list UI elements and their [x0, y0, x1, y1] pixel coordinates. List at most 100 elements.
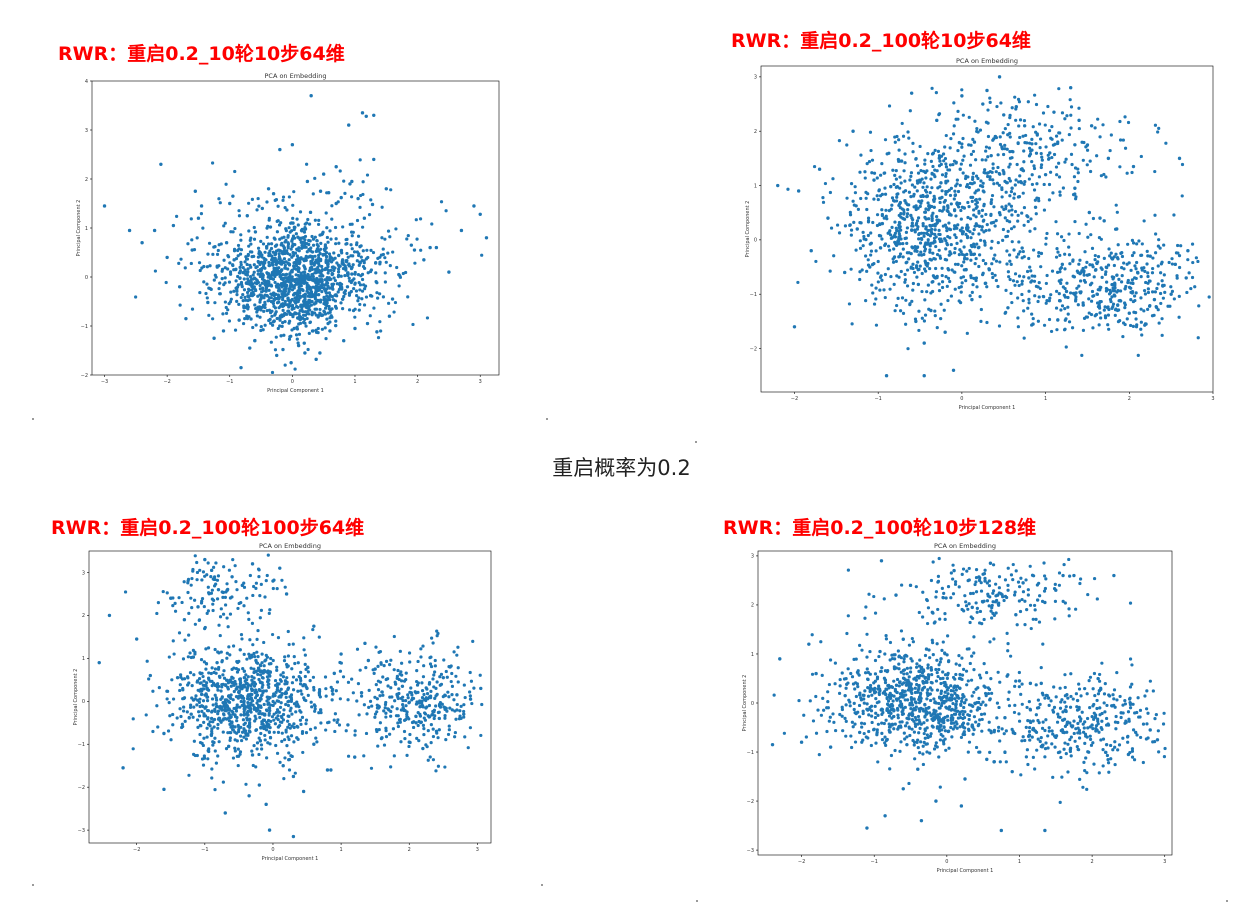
data-point [347, 123, 351, 127]
data-point [409, 243, 414, 247]
x-axis-label: Principal Component 1 [267, 388, 324, 394]
stray-mark [1226, 900, 1228, 902]
x-tick-label: 0 [945, 859, 948, 865]
data-point [318, 351, 322, 355]
data-point [1010, 769, 1014, 774]
data-point [231, 194, 235, 198]
y-tick-label: −3 [78, 828, 85, 834]
data-point [1033, 205, 1038, 209]
data-point [312, 742, 316, 746]
data-point [279, 334, 283, 338]
data-point [362, 216, 367, 220]
data-point [387, 314, 392, 318]
y-tick-label: −2 [78, 785, 85, 791]
data-point [318, 708, 323, 712]
x-tick-label: −2 [163, 379, 170, 385]
y-tick-label: −2 [81, 373, 88, 379]
data-point [939, 181, 943, 185]
y-tick-label: 3 [82, 570, 85, 576]
data-point [922, 374, 926, 378]
data-point [963, 777, 967, 781]
data-point [209, 568, 214, 573]
points-group [102, 94, 489, 370]
data-point [278, 147, 282, 152]
data-point [305, 179, 310, 184]
data-point [237, 318, 241, 322]
data-point [400, 684, 405, 688]
data-point [248, 346, 252, 350]
data-point [281, 347, 285, 352]
data-point [1106, 156, 1111, 161]
data-point [807, 642, 811, 646]
x-tick-label: −2 [798, 859, 805, 865]
data-point [792, 325, 797, 329]
data-point [932, 205, 936, 209]
data-point [909, 91, 914, 95]
data-point [865, 826, 869, 830]
point-cloud [772, 556, 1167, 804]
x-tick-label: 0 [960, 396, 963, 402]
data-point [1043, 172, 1048, 177]
y-tick-label: −1 [78, 742, 85, 748]
y-tick-label: 0 [82, 699, 85, 705]
y-tick-label: 1 [82, 656, 85, 662]
data-point [325, 768, 330, 772]
x-tick-label: 0 [271, 847, 274, 853]
point-cloud [786, 86, 1211, 357]
y-tick-label: −2 [750, 346, 757, 352]
x-tick-label: 1 [1044, 396, 1047, 402]
data-point [342, 339, 346, 343]
data-point [934, 799, 938, 803]
data-point [250, 562, 255, 566]
data-point [999, 828, 1004, 833]
data-point [348, 182, 352, 186]
data-point [296, 343, 301, 348]
data-point [253, 230, 258, 234]
point-cloud [134, 158, 484, 375]
data-point [814, 671, 818, 676]
data-point [278, 566, 282, 570]
x-axis-label: Principal Component 1 [959, 405, 1016, 411]
x-tick-label: 1 [1018, 859, 1021, 865]
data-point [981, 102, 985, 106]
data-point [1010, 186, 1014, 190]
plot-frame [88, 550, 492, 844]
data-point [316, 292, 321, 297]
data-point [271, 192, 276, 196]
data-point [266, 187, 271, 191]
x-tick-label: 3 [1163, 859, 1166, 865]
data-point [970, 605, 974, 610]
data-point [878, 649, 882, 654]
x-tick-label: 3 [1211, 396, 1214, 402]
data-point [1127, 311, 1131, 315]
panel-label-bottom-right: RWR：重启0.2_100轮10步128维 [723, 517, 1037, 539]
y-tick-label: −1 [750, 292, 757, 298]
data-point [809, 249, 813, 253]
data-point [238, 648, 242, 652]
data-point [350, 272, 354, 276]
data-point [459, 228, 464, 233]
data-point [919, 818, 924, 823]
data-point [268, 225, 273, 229]
stray-mark [695, 441, 697, 443]
data-point [337, 253, 341, 258]
data-point [935, 118, 939, 123]
data-point [303, 351, 307, 355]
data-point [1046, 696, 1051, 700]
x-tick-label: 1 [340, 847, 343, 853]
data-point [972, 140, 977, 144]
data-point [301, 789, 306, 794]
data-point [412, 248, 417, 252]
data-point [321, 172, 326, 176]
data-point [107, 613, 112, 618]
data-point [346, 723, 350, 727]
data-point [209, 716, 214, 721]
data-point [97, 660, 101, 665]
panel-label-bottom-left: RWR：重启0.2_100轮100步64维 [51, 517, 365, 539]
chart-title: PCA on Embedding [934, 542, 996, 550]
data-point [997, 75, 1002, 79]
data-point [1043, 828, 1047, 833]
data-point [203, 557, 207, 562]
y-tick-label: 4 [85, 79, 88, 85]
y-tick-label: 0 [85, 275, 88, 281]
